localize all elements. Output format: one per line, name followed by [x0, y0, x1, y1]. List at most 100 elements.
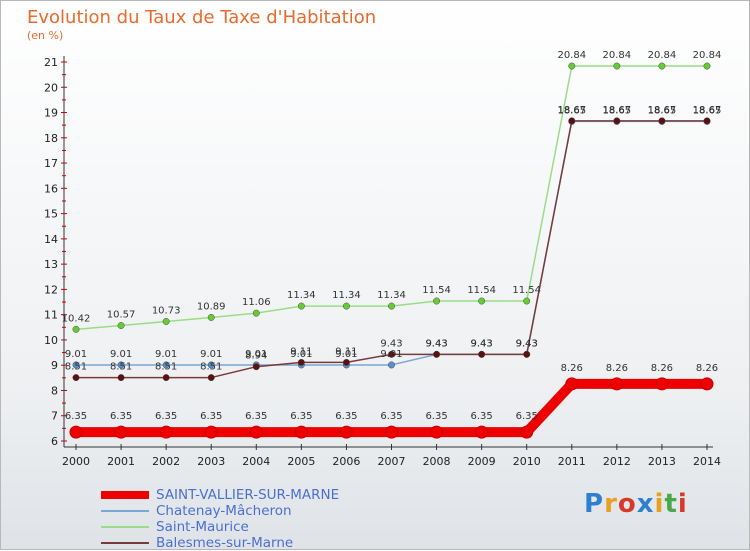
data-label: 18.67: [648, 105, 677, 116]
data-label: 6.35: [110, 411, 132, 422]
y-tick-label: 7: [51, 410, 58, 423]
y-tick-label: 18: [44, 132, 58, 145]
data-point: [478, 350, 486, 358]
data-label: 20.84: [557, 50, 586, 61]
data-point: [433, 350, 441, 358]
data-label: 20.84: [603, 50, 632, 61]
logo-letter: x: [636, 489, 655, 519]
x-tick-label: 2001: [107, 455, 135, 468]
data-label: 10.89: [197, 301, 226, 312]
data-point: [114, 425, 128, 439]
legend-swatch: [101, 542, 149, 544]
y-tick-label: 13: [44, 258, 58, 271]
legend-label: SAINT-VALLIER-SUR-MARNE: [156, 487, 340, 503]
data-point: [69, 425, 83, 439]
data-label: 9.01: [110, 349, 132, 360]
data-label: 9.43: [471, 338, 493, 349]
proxiti-logo: Proxiti: [584, 489, 688, 519]
data-point: [388, 361, 395, 369]
data-label: 11.34: [377, 290, 406, 301]
data-point: [523, 297, 531, 305]
data-point: [342, 358, 350, 366]
data-point: [162, 318, 170, 325]
data-label: 8.51: [110, 362, 132, 373]
data-point: [207, 313, 215, 321]
data-label: 9.01: [380, 349, 402, 360]
data-point: [388, 302, 395, 310]
data-label: 9.01: [335, 349, 357, 360]
logo-letter: t: [664, 489, 678, 519]
y-tick-label: 16: [44, 182, 58, 195]
data-label: 18.67: [557, 105, 586, 116]
data-point: [207, 374, 215, 382]
data-label: 6.35: [245, 411, 267, 422]
data-point: [658, 117, 666, 125]
logo-letter: r: [604, 489, 618, 519]
chart-title: Evolution du Taux de Taxe d'Habitation: [27, 7, 377, 28]
data-point: [568, 62, 576, 70]
x-tick-label: 2008: [423, 455, 451, 468]
data-label: 18.67: [603, 105, 632, 116]
y-tick-label: 12: [44, 283, 58, 296]
data-point: [117, 374, 125, 382]
x-tick-label: 2005: [287, 455, 315, 468]
data-label: 6.35: [65, 411, 87, 422]
y-tick-label: 17: [44, 157, 58, 170]
data-point: [249, 425, 263, 439]
data-label: 6.35: [290, 411, 312, 422]
y-tick-label: 15: [44, 208, 58, 221]
data-label: 6.35: [200, 411, 222, 422]
data-label: 8.26: [651, 363, 673, 374]
logo-letter: P: [584, 489, 605, 519]
data-label: 8.51: [200, 362, 222, 373]
data-label: 11.54: [422, 285, 451, 296]
x-tick-label: 2000: [62, 455, 90, 468]
data-point: [613, 117, 621, 125]
x-tick-label: 2013: [648, 455, 676, 468]
data-point: [162, 361, 170, 369]
data-point: [297, 302, 305, 310]
data-point: [388, 350, 395, 358]
legend-swatch: [101, 526, 149, 528]
data-label: 11.54: [512, 285, 541, 296]
y-tick-label: 9: [51, 359, 58, 372]
data-label: 9.01: [155, 349, 177, 360]
y-axis-unit: (en %): [27, 29, 64, 42]
data-point: [204, 425, 218, 439]
data-point: [658, 62, 666, 70]
data-label: 9.01: [200, 349, 222, 360]
data-point: [72, 374, 80, 382]
data-point: [297, 358, 305, 366]
data-label: 20.84: [648, 50, 677, 61]
data-label: 9.01: [245, 349, 267, 360]
x-tick-label: 2010: [513, 455, 541, 468]
data-point: [430, 425, 444, 439]
data-point: [159, 425, 173, 439]
data-point: [72, 325, 80, 333]
data-label: 11.34: [332, 290, 361, 301]
data-label: 6.35: [155, 411, 177, 422]
logo-letter: o: [617, 489, 637, 519]
data-point: [655, 377, 669, 391]
data-label: 9.01: [290, 349, 312, 360]
data-point: [162, 374, 170, 382]
data-point: [520, 425, 534, 439]
data-point: [565, 377, 579, 391]
data-label: 6.35: [471, 411, 493, 422]
data-label: 18.65: [603, 105, 632, 116]
data-point: [117, 361, 125, 369]
data-label: 6.35: [425, 411, 447, 422]
series-line: [76, 378, 707, 438]
data-label: 8.94: [245, 351, 267, 362]
data-point: [433, 297, 441, 305]
data-label: 9.01: [65, 349, 87, 360]
x-tick-label: 2009: [468, 455, 496, 468]
data-label: 11.34: [287, 290, 316, 301]
data-point: [339, 425, 353, 439]
data-label: 9.43: [516, 338, 538, 349]
y-tick-label: 21: [44, 56, 58, 69]
data-label: 10.57: [107, 310, 136, 321]
data-label: 18.67: [693, 105, 722, 116]
data-label: 6.35: [516, 411, 538, 422]
